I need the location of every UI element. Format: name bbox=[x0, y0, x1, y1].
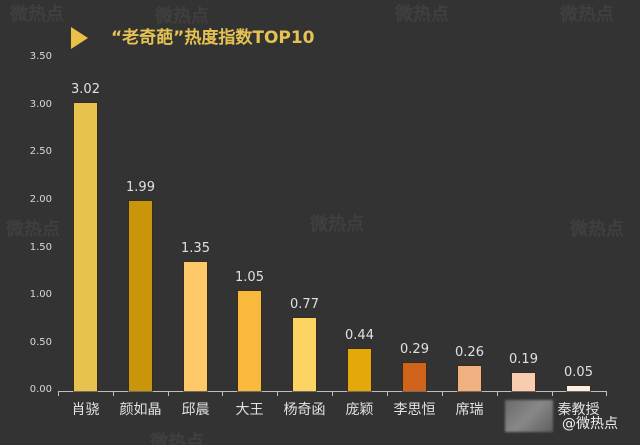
watermark: 微热点 bbox=[570, 219, 624, 240]
bar bbox=[129, 201, 152, 391]
x-axis-tick bbox=[442, 391, 443, 396]
bar bbox=[458, 366, 481, 391]
watermark: 微热点 bbox=[395, 4, 449, 25]
bar bbox=[184, 262, 207, 391]
x-axis-tick bbox=[113, 391, 114, 396]
y-tick-label: 0.50 bbox=[29, 337, 52, 348]
bar-value-label: 0.05 bbox=[564, 365, 593, 380]
y-tick-label: 2.00 bbox=[29, 194, 52, 205]
watermark: 微热点 bbox=[560, 4, 614, 25]
y-tick-label: 2.50 bbox=[29, 146, 52, 157]
bar bbox=[293, 318, 316, 391]
bar bbox=[238, 291, 261, 391]
source-credit: @微热点 bbox=[562, 416, 618, 432]
x-axis-tick bbox=[387, 391, 388, 396]
watermark: 微热点 bbox=[6, 219, 60, 240]
bar-value-label: 0.19 bbox=[509, 352, 538, 367]
x-category-label: 颜如晶 bbox=[119, 402, 162, 418]
y-tick-label: 3.00 bbox=[29, 99, 52, 110]
bar-value-label: 0.29 bbox=[400, 342, 429, 357]
x-axis-tick bbox=[168, 391, 169, 396]
watermark: 微热点 bbox=[310, 214, 364, 235]
y-tick-label: 0.00 bbox=[29, 384, 52, 395]
y-tick-label: 1.00 bbox=[29, 289, 52, 300]
bar-value-label: 1.05 bbox=[235, 270, 264, 285]
x-category-label: 邱晨 bbox=[181, 402, 210, 418]
x-axis-tick bbox=[277, 391, 278, 396]
watermark: 微热点 bbox=[155, 6, 209, 27]
watermark: 微热点 bbox=[10, 4, 64, 25]
x-axis-tick bbox=[552, 391, 553, 396]
x-category-label: 庞颖 bbox=[345, 402, 374, 418]
x-category-label: 大王 bbox=[235, 402, 264, 418]
y-tick-label: 1.50 bbox=[29, 242, 52, 253]
bar bbox=[512, 373, 535, 391]
bar bbox=[567, 386, 590, 391]
x-category-label: 肖骁 bbox=[71, 402, 100, 418]
x-category-label: 杨奇函 bbox=[283, 402, 326, 418]
chart-title-row: “老奇葩”热度指数TOP10 bbox=[71, 26, 315, 50]
bar bbox=[403, 363, 426, 391]
bar-value-label: 0.44 bbox=[345, 328, 374, 343]
bar-value-label: 0.26 bbox=[455, 345, 484, 360]
x-axis-tick bbox=[606, 391, 607, 396]
bar-value-label: 0.77 bbox=[290, 297, 319, 312]
x-category-label: 李思恒 bbox=[393, 402, 436, 418]
x-axis-tick bbox=[58, 391, 59, 396]
bar-value-label: 1.35 bbox=[181, 241, 210, 256]
bar-value-label: 1.99 bbox=[126, 180, 155, 195]
x-category-label: 秦教授 bbox=[557, 402, 600, 418]
x-axis-tick bbox=[222, 391, 223, 396]
watermark: 微热点 bbox=[150, 432, 204, 445]
y-tick-label: 3.50 bbox=[29, 51, 52, 62]
x-axis-tick bbox=[497, 391, 498, 396]
play-triangle-icon bbox=[71, 27, 88, 49]
bar-value-label: 3.02 bbox=[71, 82, 100, 97]
x-category-label: 席瑞 bbox=[455, 402, 484, 418]
bar bbox=[348, 349, 371, 391]
blurred-label-mask bbox=[505, 400, 553, 432]
x-axis-tick bbox=[332, 391, 333, 396]
chart-title: “老奇葩”热度指数TOP10 bbox=[111, 28, 315, 48]
bar bbox=[74, 103, 97, 391]
